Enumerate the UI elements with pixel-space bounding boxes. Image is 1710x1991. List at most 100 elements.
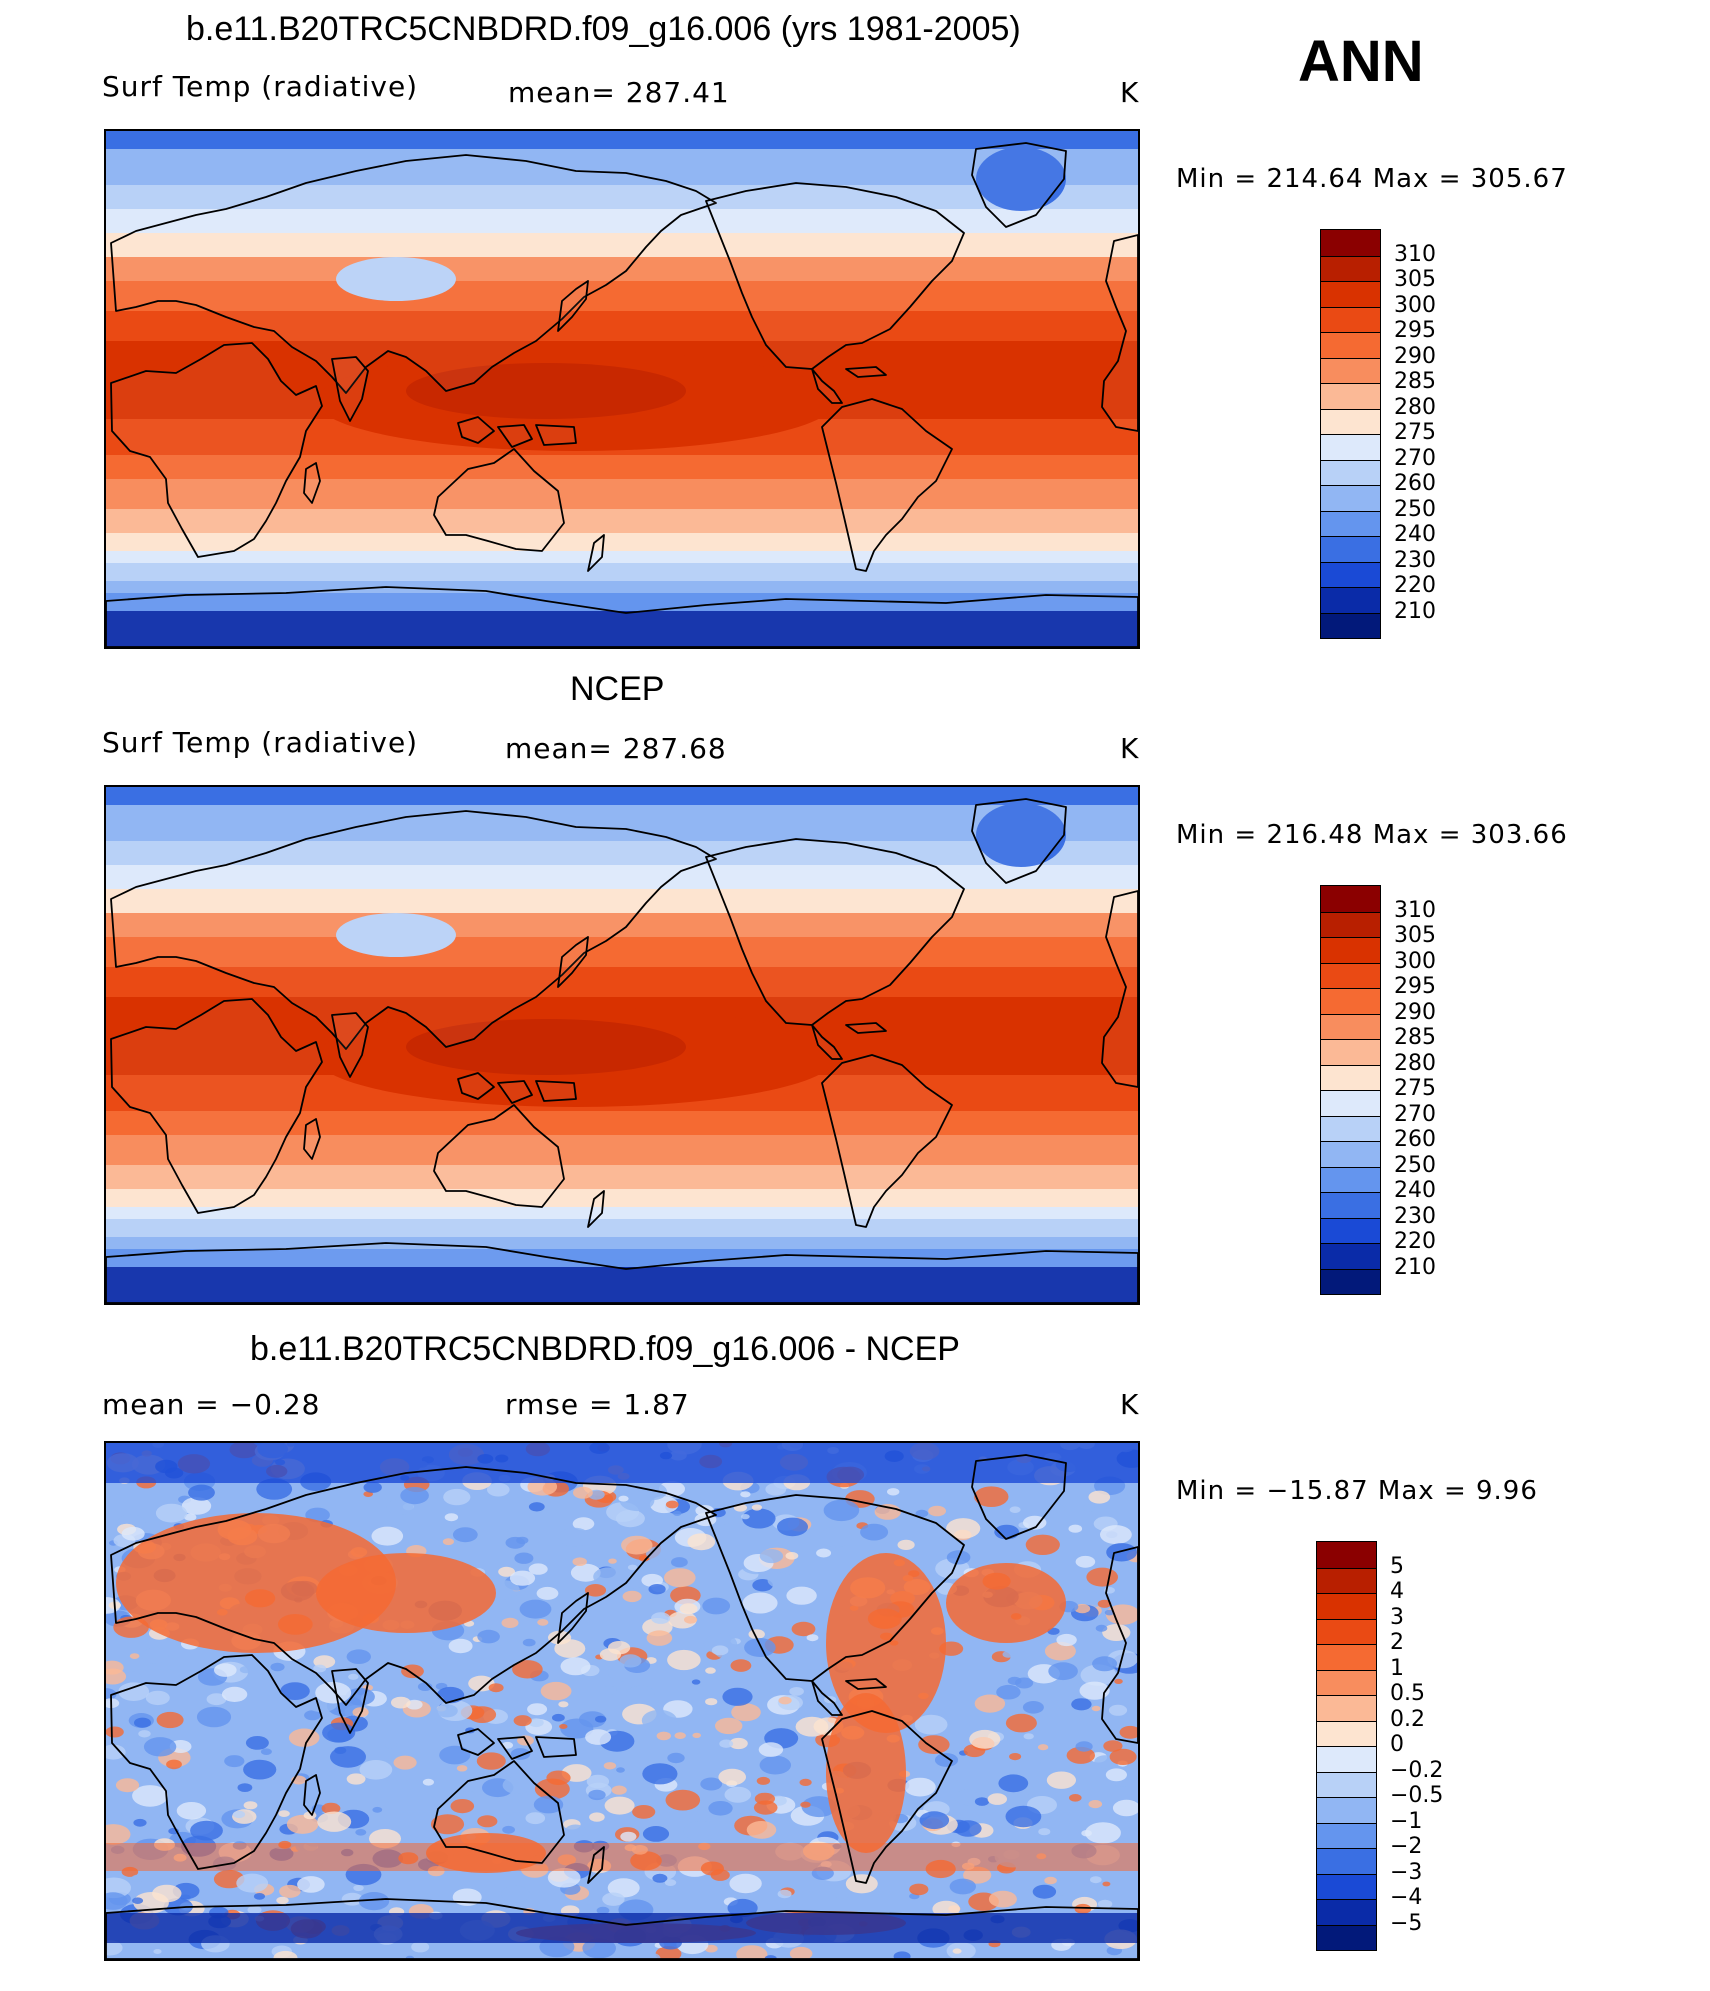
temperature-band — [106, 1213, 1138, 1220]
diff-blob — [946, 1518, 981, 1539]
diff-blob — [691, 1679, 701, 1685]
temperature-band — [106, 787, 1138, 794]
temperature-band — [106, 823, 1138, 830]
diff-blob — [554, 1639, 586, 1658]
diff-blob — [727, 1898, 758, 1918]
colorbar-tick-label: 0 — [1390, 1732, 1404, 1757]
diff-blob — [651, 1612, 671, 1624]
colorbar-tick-label: 310 — [1394, 897, 1436, 923]
temperature-band — [106, 1111, 1138, 1118]
temperature-band — [106, 605, 1138, 612]
diff-blob — [638, 1482, 667, 1501]
coastline — [106, 586, 1138, 647]
diff-blob — [616, 1767, 625, 1773]
diff-blob — [498, 1566, 515, 1577]
panel-1-map — [104, 129, 1140, 649]
diff-blob — [974, 1694, 1006, 1713]
panel-2-mean-label: mean= 287.68 — [505, 732, 727, 765]
colorbar-tick-label: 250 — [1394, 1152, 1436, 1178]
colorbar-segment — [1317, 1567, 1376, 1593]
temperature-band — [106, 1153, 1138, 1160]
colorbar-segment — [1317, 1924, 1376, 1950]
diff-blob — [1048, 1662, 1078, 1681]
temperature-band — [106, 1243, 1138, 1250]
diff-blob — [1044, 1876, 1057, 1885]
temperature-band — [106, 287, 1138, 294]
diff-blob — [744, 1638, 776, 1657]
diff-blob — [509, 1570, 536, 1586]
temperature-band — [106, 1129, 1138, 1136]
colorbar-tick-label: 2 — [1390, 1630, 1404, 1655]
colorbar-segment — [1321, 1268, 1380, 1294]
diff-blob — [422, 1778, 434, 1786]
temperature-band — [106, 485, 1138, 492]
diff-blob — [954, 1789, 981, 1806]
colorbar-tick-label: 290 — [1394, 343, 1436, 369]
diff-blob — [501, 1885, 530, 1903]
panel-3-rmse-label: rmse = 1.87 — [505, 1388, 690, 1421]
diff-blob — [243, 1759, 277, 1780]
diff-blob — [998, 1774, 1029, 1793]
temperature-band — [106, 1207, 1138, 1214]
temperature-band — [106, 227, 1138, 234]
diff-blob — [512, 1660, 543, 1679]
temperature-band — [106, 1117, 1138, 1124]
colorbar-segment — [1321, 937, 1380, 963]
temperature-band — [106, 1261, 1138, 1268]
diff-blob — [345, 1687, 375, 1706]
diff-blob — [664, 1568, 696, 1588]
coastline — [845, 366, 887, 378]
southern-ocean-warm — [106, 1843, 1138, 1871]
colorbar-tick-label: 0.5 — [1390, 1681, 1425, 1706]
diff-blob — [1068, 1524, 1083, 1533]
diff-blob — [731, 1703, 761, 1722]
diff-blob — [522, 1638, 536, 1647]
diff-blob — [785, 1552, 799, 1560]
temperature-band — [106, 143, 1138, 150]
diff-blob — [667, 1649, 701, 1671]
diff-blob — [353, 1884, 364, 1892]
panel-1-variable-label: Surf Temp (radiative) — [102, 70, 419, 103]
temperature-band — [106, 961, 1138, 968]
diff-blob — [702, 1597, 731, 1615]
colorbar-tick-label: −2 — [1390, 1834, 1423, 1859]
warm-pool-core — [406, 1019, 686, 1075]
coastline — [971, 142, 1067, 228]
diff-blob — [915, 1509, 929, 1518]
diff-blob — [1091, 1705, 1101, 1712]
diff-blob — [1082, 1504, 1095, 1512]
diff-blob — [559, 1724, 568, 1729]
diff-blob — [715, 1717, 743, 1735]
diff-blob — [547, 1868, 581, 1888]
panel-2-map-svg — [106, 787, 1138, 1303]
diff-blob — [444, 1513, 459, 1522]
diff-blob — [1040, 1753, 1071, 1772]
diff-blob — [346, 1649, 371, 1664]
diff-blob — [778, 1696, 792, 1705]
coastline — [331, 356, 369, 422]
diff-blob — [297, 1876, 325, 1893]
temperature-band — [106, 317, 1138, 324]
diff-blob — [703, 1633, 738, 1654]
temperature-band — [106, 575, 1138, 582]
diff-blob — [401, 1664, 424, 1679]
diff-blob — [121, 1526, 145, 1541]
diff-blob — [106, 1824, 131, 1845]
diff-blob — [134, 1717, 151, 1728]
diff-blob — [550, 1739, 561, 1746]
panel-3-title: b.e11.B20TRC5CNBDRD.f09_g16.006 - NCEP — [250, 1330, 960, 1368]
diff-blob — [729, 1737, 748, 1750]
coastline — [497, 424, 533, 448]
colorbar-segment — [1321, 1141, 1380, 1167]
diff-blob — [245, 1736, 269, 1750]
diff-blob — [304, 1710, 321, 1721]
temperature-band — [106, 311, 1138, 318]
coastline — [1101, 234, 1138, 432]
temperature-band — [106, 239, 1138, 246]
diff-blob — [622, 1590, 642, 1603]
coastline — [587, 1190, 605, 1228]
colorbar-segment — [1317, 1746, 1376, 1772]
temperature-band — [106, 329, 1138, 336]
temperature-band — [106, 539, 1138, 546]
diff-blob — [596, 1906, 610, 1915]
